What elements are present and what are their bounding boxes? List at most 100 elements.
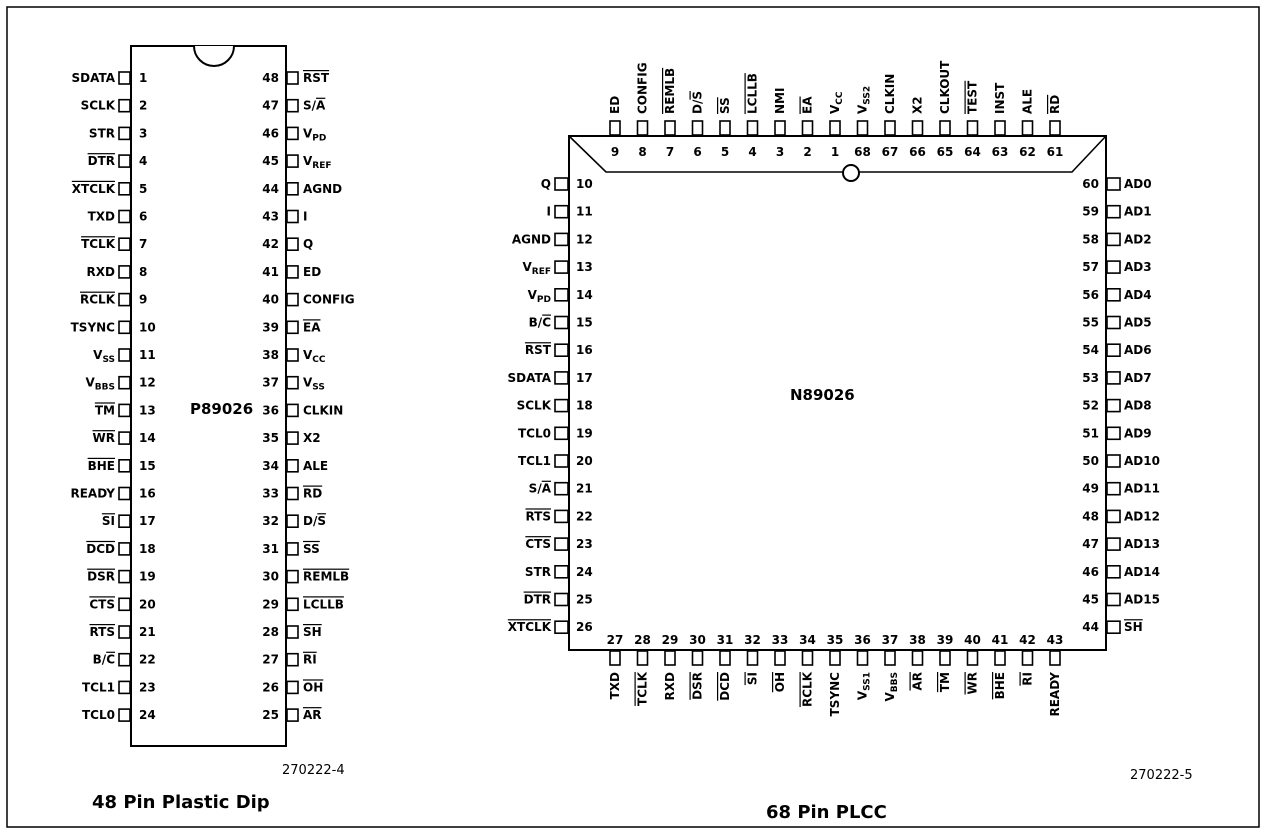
plcc-pin-46-label: AD14 <box>1124 565 1160 579</box>
dip-pin-3-label: STR <box>89 126 115 140</box>
plcc-pin-27-label: TXD <box>608 672 622 699</box>
dip-pin-5-lead <box>118 182 131 196</box>
dip-pin-37-number: 37 <box>262 376 279 390</box>
plcc-pin-62-label: ALE <box>1021 89 1035 114</box>
dip-pin-16-lead <box>118 486 131 501</box>
plcc-pin-20-lead <box>554 454 569 468</box>
plcc-chip-name: N89026 <box>790 386 855 404</box>
plcc-pin-48-lead <box>1106 509 1121 524</box>
dip-pin-47-lead <box>286 98 299 113</box>
plcc-pin-20-label: TCL1 <box>518 454 551 468</box>
plcc-pin-68-lead <box>856 120 869 136</box>
plcc-pin-18-label: SCLK <box>517 399 552 413</box>
dip-pin-26-label: OH <box>303 680 323 694</box>
dip-pin-23-number: 23 <box>139 680 156 694</box>
plcc-pin-41-label: BHE <box>993 672 1007 699</box>
plcc-pin-7-label: REMLB <box>663 68 677 114</box>
plcc-pin-21-number: 21 <box>576 482 593 496</box>
dip-pin-8-number: 8 <box>139 265 147 279</box>
plcc-pin-54-lead <box>1106 343 1121 358</box>
plcc-pin-5-lead <box>719 120 731 136</box>
plcc-pin-58-number: 58 <box>1082 232 1099 246</box>
dip-pin-13-number: 13 <box>139 403 156 417</box>
plcc-pin-57-label: AD3 <box>1124 260 1152 274</box>
plcc-pin-61-number: 61 <box>1047 145 1064 159</box>
plcc-pin-23-label: CTS <box>525 537 551 551</box>
plcc-top-pins: ED 9 CONFIG 8 REMLB 7 D/S 6 SS 5 LCLLB 4 NMI 3 EA 2 VCC 1… <box>608 60 1063 159</box>
plcc-pin-43-number: 43 <box>1047 633 1064 647</box>
plcc-pin-61-label: RD <box>1048 95 1062 114</box>
plcc-pin-23-lead <box>554 537 569 551</box>
dip-pin-35-number: 35 <box>262 431 279 445</box>
plcc-pin-39-label: TM <box>938 672 952 692</box>
plcc-pin-27-lead <box>609 650 621 666</box>
plcc-pin-8-label: CONFIG <box>636 62 650 114</box>
plcc-pin-49-label: AD11 <box>1124 482 1160 496</box>
plcc-pin-39-lead <box>939 650 951 666</box>
dip-pin-40-number: 40 <box>262 293 279 307</box>
dip-pin-41-number: 41 <box>262 265 279 279</box>
plcc-pin-8-lead <box>636 120 649 136</box>
dip-pin-9-number: 9 <box>139 293 147 307</box>
plcc-pin-62-lead <box>1021 120 1034 136</box>
dip-pin-17-lead <box>118 514 131 529</box>
dip-pin-30-number: 30 <box>262 570 279 584</box>
plcc-pin-14-label: VPD <box>528 288 551 305</box>
plcc-pin-32-number: 32 <box>744 633 761 647</box>
plcc-pin-57-lead <box>1106 260 1121 274</box>
dip-package: P89026 SDATA 1 SCLK 2 STR 3 DTR 4 XTCLK 5 TXD 6 TCLK… <box>70 45 355 813</box>
plcc-pin-54-label: AD6 <box>1124 343 1152 357</box>
plcc-pin-29-label: RXD <box>663 672 677 700</box>
plcc-pin-66-number: 66 <box>909 145 926 159</box>
dip-pin-30-lead <box>286 569 299 584</box>
plcc-pin-37-label: VBBS <box>883 672 900 702</box>
dip-pin-48-number: 48 <box>262 71 279 85</box>
dip-pin-9-lead <box>118 292 131 307</box>
dip-pin-35-lead <box>286 431 299 445</box>
plcc-pin-20-number: 20 <box>576 454 593 468</box>
plcc-pin-7-number: 7 <box>666 145 674 159</box>
plcc-pin-48-number: 48 <box>1082 509 1099 523</box>
dip-pin-21-number: 21 <box>139 625 156 639</box>
plcc-pin-50-lead <box>1106 454 1121 468</box>
plcc-pin-30-number: 30 <box>689 633 706 647</box>
dip-pin-31-number: 31 <box>262 542 279 556</box>
dip-pin-16-label: READY <box>70 487 115 501</box>
plcc-pin-10-lead <box>554 177 569 191</box>
dip-pin-6-number: 6 <box>139 210 147 224</box>
plcc-pin-32-lead <box>746 650 759 666</box>
dip-pin-8-lead <box>118 265 131 279</box>
plcc-pin-6-number: 6 <box>693 145 701 159</box>
dip-pin-27-number: 27 <box>262 653 279 667</box>
dip-pin-41-lead <box>286 265 299 279</box>
plcc-pin-51-number: 51 <box>1082 426 1099 440</box>
plcc-pin-32-label: SI <box>746 672 760 685</box>
dip-pin-45-number: 45 <box>262 154 279 168</box>
plcc-pin-40-number: 40 <box>964 633 981 647</box>
plcc-right-pins: AD0 60 AD1 59 AD2 58 AD3 57 AD4 56 AD5 55 AD6 54 AD7 53… <box>1082 177 1160 634</box>
dip-pin-18-number: 18 <box>139 542 156 556</box>
dip-pin-3-lead <box>118 126 131 141</box>
dip-pin-11-lead <box>118 348 131 362</box>
plcc-pin-52-number: 52 <box>1082 399 1099 413</box>
plcc-pin-19-number: 19 <box>576 426 593 440</box>
plcc-pin-28-number: 28 <box>634 633 651 647</box>
plcc-pin-37-number: 37 <box>882 633 899 647</box>
plcc-pin-63-label: INST <box>993 82 1007 114</box>
dip-pin-29-label: LCLLB <box>303 597 344 611</box>
plcc-pin-22-number: 22 <box>576 509 593 523</box>
dip-pin-13-label: TM <box>95 403 115 417</box>
pinout-diagram: P89026 SDATA 1 SCLK 2 STR 3 DTR 4 XTCLK 5 TXD 6 TCLK… <box>6 6 1260 828</box>
dip-pin-32-number: 32 <box>262 514 279 528</box>
dip-pin-10-lead <box>118 320 131 335</box>
plcc-pin-59-lead <box>1106 204 1121 219</box>
plcc-pin-33-number: 33 <box>772 633 789 647</box>
dip-pin-7-lead <box>118 237 131 251</box>
plcc-pin-57-number: 57 <box>1082 260 1099 274</box>
dip-pin-24-lead <box>118 708 131 722</box>
plcc-pin-31-number: 31 <box>717 633 734 647</box>
plcc-pin-34-lead <box>801 650 814 666</box>
plcc-pin-60-lead <box>1106 177 1121 191</box>
plcc-pin-38-lead <box>911 650 924 666</box>
dip-pin-19-number: 19 <box>139 570 156 584</box>
